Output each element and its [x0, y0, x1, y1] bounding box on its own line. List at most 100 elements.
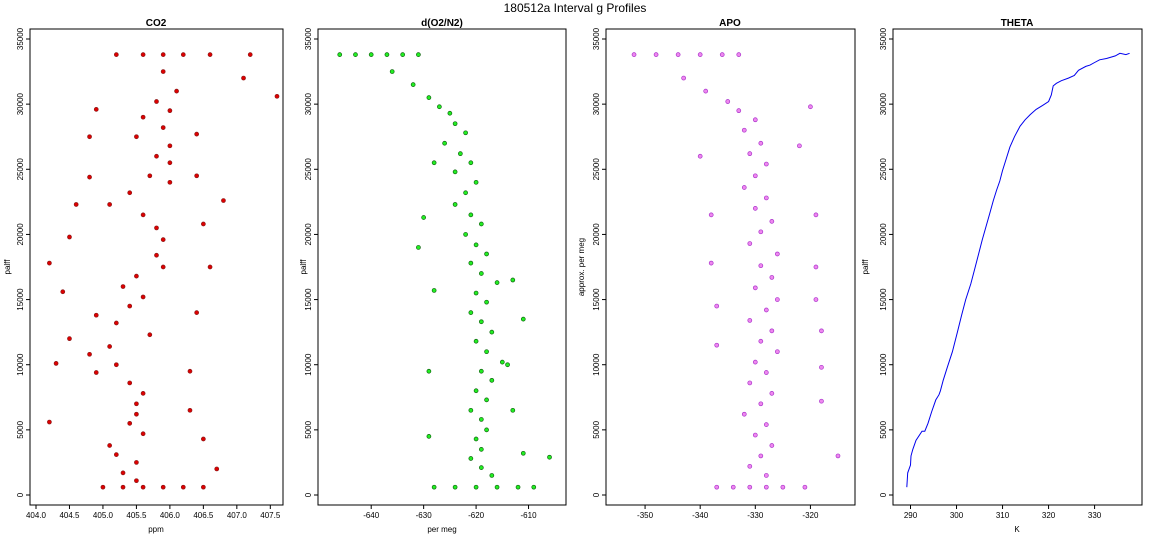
data-point: [447, 110, 453, 116]
y-tick-label: 15000: [304, 288, 313, 311]
data-point: [201, 484, 206, 490]
data-point: [194, 173, 200, 179]
y-tick-label: 5000: [879, 420, 888, 438]
data-point: [127, 380, 133, 386]
y-tick-label: 5000: [16, 420, 25, 438]
panel-title: d(O2/N2): [421, 18, 463, 29]
data-point: [752, 359, 758, 365]
y-tick-label: 10000: [592, 353, 601, 376]
data-point: [835, 453, 841, 459]
data-point: [510, 407, 516, 413]
data-point: [107, 202, 112, 207]
data-point: [774, 297, 780, 302]
data-point: [468, 212, 474, 218]
data-point: [468, 260, 474, 266]
x-tick-label: 405.0: [93, 511, 114, 520]
data-point: [520, 316, 526, 322]
data-point: [520, 450, 526, 456]
data-point: [741, 127, 747, 133]
data-point: [802, 484, 808, 490]
data-point: [67, 234, 72, 240]
data-point: [160, 52, 166, 57]
data-point: [107, 443, 112, 448]
data-point: [813, 297, 819, 302]
data-point: [154, 153, 159, 159]
data-point: [60, 289, 66, 295]
data-point: [819, 364, 824, 370]
y-tick-label: 15000: [879, 288, 888, 311]
data-point: [478, 447, 484, 452]
data-point: [167, 143, 173, 149]
data-point: [653, 52, 659, 57]
data-point: [747, 463, 753, 469]
data-point: [113, 52, 119, 57]
data-point: [442, 140, 447, 146]
data-point: [489, 329, 495, 335]
data-point: [416, 52, 421, 57]
data-point: [384, 52, 390, 57]
data-point: [127, 303, 133, 309]
data-point: [769, 328, 775, 334]
panel-title: CO2: [146, 18, 167, 29]
data-point: [167, 160, 173, 166]
data-point: [808, 104, 813, 110]
data-point: [120, 484, 126, 490]
data-point: [758, 140, 764, 146]
data-point: [113, 362, 119, 368]
data-point: [134, 478, 139, 484]
data-point: [763, 195, 769, 201]
data-point: [154, 99, 159, 104]
y-tick-label: 0: [304, 492, 313, 497]
data-point: [274, 93, 280, 99]
data-point: [774, 349, 780, 355]
data-point: [167, 179, 173, 185]
panel-apo: APO approx. per meg -350 -340 -330 -320 0 500…: [577, 18, 856, 520]
data-point: [763, 307, 769, 313]
x-tick-label: 310: [996, 511, 1010, 520]
data-point: [478, 417, 484, 422]
data-point: [194, 131, 200, 137]
data-point: [431, 160, 437, 166]
plot-frame: [605, 28, 856, 506]
data-point: [763, 422, 769, 427]
x-tick-label: -320: [802, 511, 819, 520]
data-point: [73, 202, 79, 207]
x-tick-label: 407.5: [260, 511, 281, 520]
x-tick-label: 404.5: [59, 511, 80, 520]
x-tick-label: -630: [416, 511, 433, 520]
data-point: [473, 388, 479, 394]
data-point: [154, 252, 159, 258]
x-tick-label: 407.0: [227, 511, 248, 520]
data-point: [431, 484, 437, 490]
data-point: [478, 319, 484, 325]
data-point: [247, 52, 253, 57]
data-point: [531, 484, 537, 490]
y-tick-label: 20000: [879, 223, 888, 246]
data-point: [134, 273, 139, 279]
data-point: [736, 108, 742, 114]
data-point: [241, 75, 246, 81]
data-point: [400, 52, 406, 57]
y-tick-label: 30000: [592, 92, 601, 115]
data-point: [769, 219, 775, 224]
data-point: [769, 275, 775, 280]
data-point: [675, 52, 681, 57]
y-axis-label: approx. per meg: [577, 238, 586, 296]
data-point: [708, 212, 714, 218]
y-tick-label: 10000: [304, 353, 313, 376]
data-point: [463, 130, 468, 136]
y-tick-label: 15000: [16, 288, 25, 311]
data-point: [752, 173, 758, 179]
plot-frame: [29, 28, 284, 506]
data-point: [478, 368, 484, 374]
data-point: [758, 263, 764, 269]
data-point: [494, 484, 500, 490]
data-point: [708, 260, 714, 266]
data-point: [187, 407, 193, 413]
data-point: [752, 285, 758, 291]
data-point: [484, 299, 489, 305]
data-point: [426, 368, 432, 374]
data-point: [368, 52, 374, 57]
data-point: [758, 401, 764, 407]
data-point: [769, 391, 775, 396]
